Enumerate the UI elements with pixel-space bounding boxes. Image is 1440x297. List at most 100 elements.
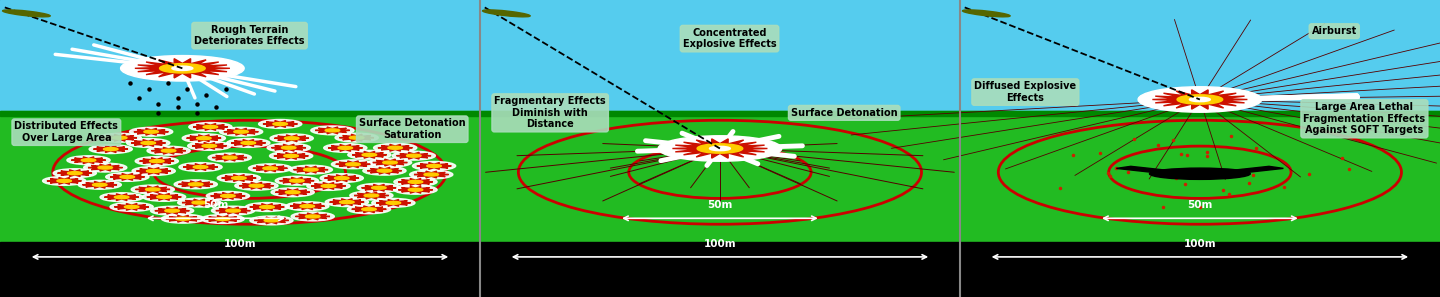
Circle shape: [141, 141, 156, 144]
Circle shape: [147, 146, 190, 155]
Circle shape: [249, 216, 292, 225]
Bar: [960, 0, 1440, 113]
Polygon shape: [71, 157, 105, 164]
Text: 100m: 100m: [1184, 238, 1217, 249]
Circle shape: [387, 146, 402, 149]
Polygon shape: [147, 193, 181, 200]
Circle shape: [130, 127, 173, 136]
Polygon shape: [377, 144, 412, 151]
Circle shape: [226, 138, 269, 147]
Circle shape: [259, 119, 302, 128]
Circle shape: [372, 198, 415, 207]
Circle shape: [98, 166, 112, 169]
Circle shape: [340, 200, 354, 204]
Circle shape: [99, 193, 143, 202]
Circle shape: [151, 206, 194, 215]
Circle shape: [233, 130, 248, 133]
Circle shape: [160, 64, 204, 73]
Polygon shape: [193, 124, 228, 130]
Polygon shape: [272, 144, 307, 151]
Circle shape: [216, 217, 230, 220]
Polygon shape: [249, 204, 284, 210]
Circle shape: [372, 186, 386, 189]
Bar: [960, 242, 1440, 297]
Circle shape: [408, 180, 423, 183]
Text: Distributed Effects
Over Large Area: Distributed Effects Over Large Area: [14, 121, 118, 143]
Text: Rough Terrain
Deteriorates Effects: Rough Terrain Deteriorates Effects: [194, 25, 305, 46]
Circle shape: [264, 167, 278, 170]
Polygon shape: [330, 199, 364, 206]
Polygon shape: [399, 178, 433, 185]
Circle shape: [426, 165, 441, 168]
Circle shape: [89, 145, 132, 154]
Circle shape: [226, 209, 240, 212]
Polygon shape: [328, 145, 363, 151]
Polygon shape: [416, 162, 451, 169]
Circle shape: [135, 157, 179, 165]
Circle shape: [289, 179, 304, 182]
Circle shape: [220, 194, 235, 198]
Circle shape: [249, 184, 264, 187]
Circle shape: [361, 153, 377, 156]
Circle shape: [285, 137, 300, 140]
Polygon shape: [1116, 166, 1185, 175]
Circle shape: [92, 183, 107, 186]
Polygon shape: [156, 207, 190, 214]
Text: Diffused Explosive
Effects: Diffused Explosive Effects: [975, 81, 1077, 103]
Polygon shape: [102, 134, 137, 141]
Polygon shape: [311, 183, 346, 189]
Circle shape: [346, 163, 360, 166]
Circle shape: [423, 173, 439, 176]
Circle shape: [193, 165, 207, 168]
Circle shape: [58, 179, 72, 182]
Circle shape: [275, 176, 318, 185]
Circle shape: [124, 206, 138, 208]
Circle shape: [176, 217, 190, 220]
Polygon shape: [340, 134, 374, 141]
Circle shape: [336, 133, 379, 142]
Bar: [480, 0, 960, 113]
Circle shape: [78, 180, 121, 189]
Polygon shape: [94, 146, 128, 152]
Circle shape: [104, 148, 118, 151]
Circle shape: [127, 138, 170, 147]
Circle shape: [271, 134, 314, 143]
Circle shape: [373, 143, 416, 152]
Circle shape: [350, 191, 393, 200]
Circle shape: [144, 130, 158, 133]
Circle shape: [1138, 87, 1261, 112]
Circle shape: [269, 151, 312, 160]
Circle shape: [68, 172, 82, 175]
Polygon shape: [223, 128, 258, 135]
Circle shape: [264, 219, 279, 222]
Circle shape: [189, 122, 232, 131]
Text: Fragmentary Effects
Diminish with
Distance: Fragmentary Effects Diminish with Distan…: [494, 96, 606, 129]
Text: Airburst: Airburst: [1312, 26, 1356, 36]
Circle shape: [307, 181, 350, 190]
Circle shape: [84, 163, 127, 172]
Text: Surface Detonation
Saturation: Surface Detonation Saturation: [359, 119, 465, 140]
Circle shape: [66, 156, 109, 165]
Circle shape: [206, 192, 249, 200]
Circle shape: [338, 146, 353, 149]
Circle shape: [409, 170, 452, 179]
Circle shape: [145, 188, 160, 191]
Circle shape: [235, 181, 278, 190]
Polygon shape: [289, 203, 324, 210]
Circle shape: [109, 203, 153, 211]
Circle shape: [658, 136, 782, 161]
Circle shape: [1176, 95, 1223, 104]
Circle shape: [274, 122, 288, 125]
Polygon shape: [1214, 166, 1283, 175]
Polygon shape: [151, 147, 186, 154]
Circle shape: [209, 153, 252, 162]
Polygon shape: [396, 152, 431, 159]
Circle shape: [268, 143, 311, 152]
Circle shape: [363, 166, 406, 175]
Polygon shape: [399, 187, 433, 193]
Circle shape: [305, 215, 320, 218]
Text: 50m: 50m: [203, 200, 229, 210]
Circle shape: [121, 56, 245, 81]
Polygon shape: [274, 152, 308, 159]
Polygon shape: [264, 121, 298, 127]
